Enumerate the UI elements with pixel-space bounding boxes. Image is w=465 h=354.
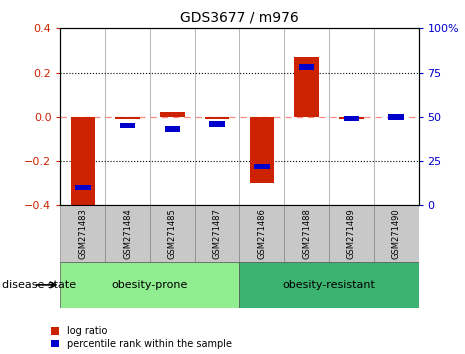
Text: GSM271487: GSM271487 [213, 208, 222, 259]
Bar [195, 205, 239, 262]
Bar [329, 205, 374, 262]
Bar [209, 121, 225, 127]
Bar [374, 205, 418, 262]
Bar [165, 126, 180, 132]
Bar [239, 262, 418, 308]
Bar [344, 116, 359, 121]
Bar [388, 114, 404, 120]
Text: GSM271489: GSM271489 [347, 208, 356, 259]
Text: GSM271486: GSM271486 [257, 208, 266, 259]
Bar [60, 262, 239, 308]
Bar [120, 123, 135, 129]
Bar [294, 57, 319, 117]
Bar [160, 113, 185, 117]
Bar [254, 164, 270, 169]
Bar [105, 205, 150, 262]
Title: GDS3677 / m976: GDS3677 / m976 [180, 10, 299, 24]
Text: obesity-resistant: obesity-resistant [283, 280, 375, 290]
Text: GSM271485: GSM271485 [168, 208, 177, 259]
Bar [60, 205, 105, 262]
Bar [150, 205, 195, 262]
Legend: log ratio, percentile rank within the sample: log ratio, percentile rank within the sa… [51, 326, 232, 349]
Bar [205, 117, 229, 119]
Text: obesity-prone: obesity-prone [112, 280, 188, 290]
Bar [115, 117, 140, 119]
Text: GSM271488: GSM271488 [302, 208, 311, 259]
Text: GSM271484: GSM271484 [123, 208, 132, 259]
Text: disease state: disease state [2, 280, 76, 290]
Bar [75, 185, 91, 190]
Bar [71, 117, 95, 205]
Bar [284, 205, 329, 262]
Bar [339, 117, 364, 119]
Text: GSM271483: GSM271483 [78, 208, 87, 259]
Bar [250, 117, 274, 183]
Bar [239, 205, 284, 262]
Bar [299, 64, 314, 70]
Text: GSM271490: GSM271490 [392, 208, 401, 259]
